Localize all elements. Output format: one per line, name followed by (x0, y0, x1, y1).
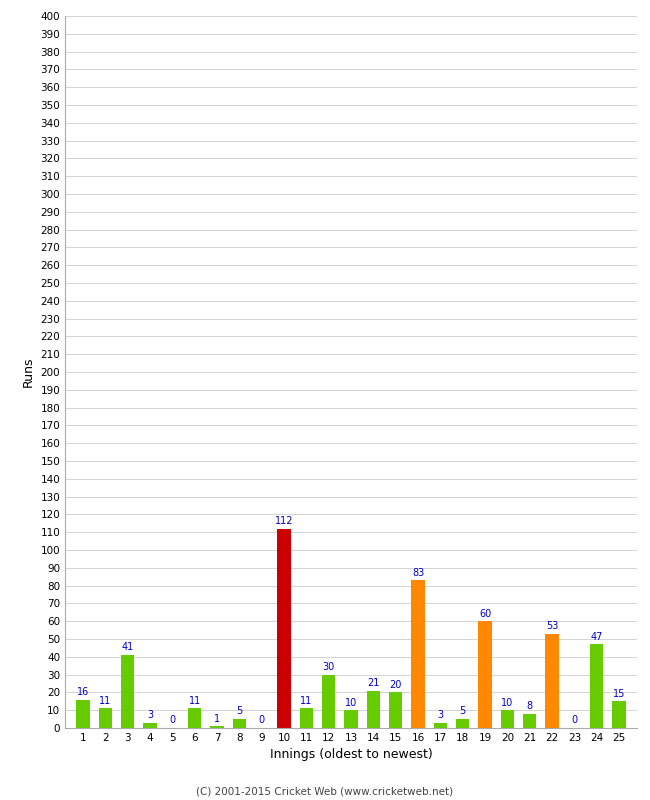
Bar (590, 644, 603, 728)
Text: 3: 3 (437, 710, 443, 720)
Text: 16: 16 (77, 687, 89, 697)
Text: (C) 2001-2015 Cricket Web (www.cricketweb.net): (C) 2001-2015 Cricket Web (www.cricketwe… (196, 786, 454, 796)
Text: 11: 11 (188, 696, 201, 706)
Text: 47: 47 (591, 632, 603, 642)
Bar (76, 699, 90, 728)
Bar (523, 714, 536, 728)
Text: 60: 60 (479, 609, 491, 618)
Bar (121, 655, 135, 728)
Text: 10: 10 (501, 698, 514, 707)
Y-axis label: Runs: Runs (22, 357, 35, 387)
Bar (434, 722, 447, 728)
Text: 15: 15 (613, 689, 625, 698)
Text: 0: 0 (571, 715, 577, 726)
Text: 0: 0 (259, 715, 265, 726)
Bar (389, 693, 402, 728)
Text: 0: 0 (169, 715, 176, 726)
X-axis label: Innings (oldest to newest): Innings (oldest to newest) (270, 749, 432, 762)
Text: 8: 8 (526, 701, 533, 711)
Bar (322, 674, 335, 728)
Text: 112: 112 (275, 516, 293, 526)
Text: 5: 5 (460, 706, 466, 717)
Bar (188, 709, 202, 728)
Text: 41: 41 (122, 642, 134, 652)
Text: 20: 20 (389, 680, 402, 690)
Bar (300, 709, 313, 728)
Text: 30: 30 (322, 662, 335, 672)
Bar (411, 580, 424, 728)
Bar (500, 710, 514, 728)
Text: 83: 83 (412, 567, 424, 578)
Bar (456, 719, 469, 728)
Bar (612, 702, 626, 728)
Text: 1: 1 (214, 714, 220, 723)
Bar (278, 529, 291, 728)
Text: 10: 10 (345, 698, 357, 707)
Bar (478, 622, 492, 728)
Bar (143, 722, 157, 728)
Bar (545, 634, 559, 728)
Text: 21: 21 (367, 678, 380, 688)
Bar (99, 709, 112, 728)
Bar (367, 690, 380, 728)
Bar (344, 710, 358, 728)
Text: 11: 11 (300, 696, 313, 706)
Text: 5: 5 (236, 706, 242, 717)
Bar (233, 719, 246, 728)
Text: 11: 11 (99, 696, 111, 706)
Text: 53: 53 (546, 621, 558, 631)
Text: 3: 3 (147, 710, 153, 720)
Bar (210, 726, 224, 728)
